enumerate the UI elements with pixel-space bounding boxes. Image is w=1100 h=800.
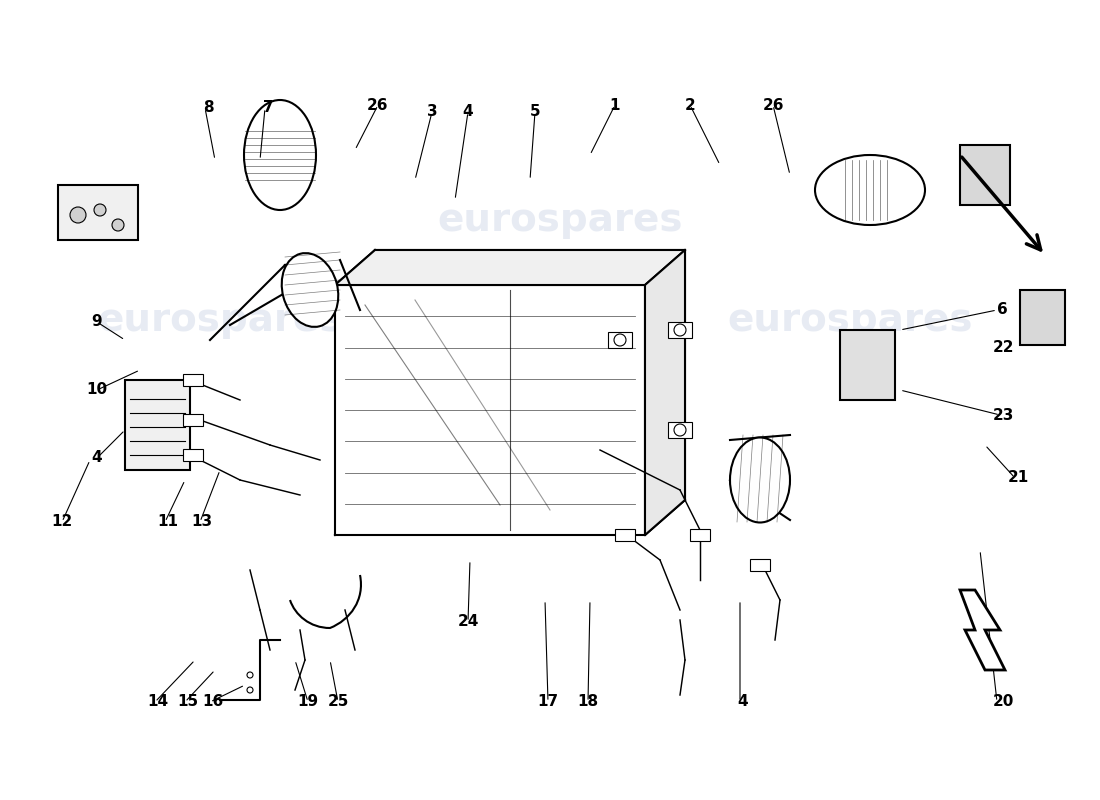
Text: 26: 26 — [367, 98, 388, 113]
Bar — [183, 374, 204, 386]
Text: 18: 18 — [578, 694, 598, 710]
Circle shape — [248, 687, 253, 693]
Bar — [1020, 290, 1065, 345]
Bar — [183, 414, 204, 426]
Text: 13: 13 — [191, 514, 212, 530]
Bar — [750, 559, 770, 571]
Text: 7: 7 — [263, 101, 273, 115]
Text: eurospares: eurospares — [438, 201, 683, 239]
Text: 10: 10 — [87, 382, 108, 398]
Bar — [960, 145, 1010, 205]
Text: 20: 20 — [992, 694, 1014, 710]
Text: 23: 23 — [992, 407, 1014, 422]
Text: 1: 1 — [609, 98, 620, 113]
Text: 16: 16 — [202, 694, 223, 710]
Bar — [690, 529, 710, 541]
Bar — [840, 330, 895, 400]
Text: 4: 4 — [463, 105, 473, 119]
Polygon shape — [336, 250, 685, 285]
Text: 15: 15 — [177, 694, 199, 710]
Bar — [58, 185, 138, 240]
Text: 21: 21 — [1008, 470, 1028, 486]
Ellipse shape — [244, 100, 316, 210]
Text: 26: 26 — [762, 98, 783, 113]
Ellipse shape — [815, 155, 925, 225]
Ellipse shape — [282, 253, 339, 327]
Text: eurospares: eurospares — [727, 301, 972, 339]
Bar — [615, 529, 635, 541]
Circle shape — [674, 324, 686, 336]
Bar — [668, 322, 692, 338]
Text: 25: 25 — [328, 694, 349, 710]
Ellipse shape — [730, 438, 790, 522]
Text: 3: 3 — [427, 105, 438, 119]
Text: 22: 22 — [992, 341, 1014, 355]
Text: 14: 14 — [147, 694, 168, 710]
Bar — [125, 380, 190, 470]
Text: 8: 8 — [202, 101, 213, 115]
Circle shape — [614, 334, 626, 346]
Bar — [668, 422, 692, 438]
Polygon shape — [336, 285, 645, 535]
Circle shape — [70, 207, 86, 223]
Circle shape — [248, 672, 253, 678]
Text: 11: 11 — [157, 514, 178, 530]
Circle shape — [94, 204, 106, 216]
Text: 6: 6 — [997, 302, 1008, 318]
Text: 4: 4 — [738, 694, 748, 710]
Polygon shape — [960, 590, 1005, 670]
Text: 12: 12 — [52, 514, 73, 530]
Text: 24: 24 — [458, 614, 478, 630]
Bar — [183, 449, 204, 461]
Text: eurospares: eurospares — [438, 461, 683, 499]
Text: 19: 19 — [297, 694, 319, 710]
Circle shape — [112, 219, 124, 231]
Text: 17: 17 — [538, 694, 559, 710]
Text: 2: 2 — [684, 98, 695, 113]
Text: 5: 5 — [530, 105, 540, 119]
Circle shape — [674, 424, 686, 436]
Bar — [608, 332, 632, 348]
Text: 4: 4 — [91, 450, 102, 466]
Polygon shape — [645, 250, 685, 535]
Text: eurospares: eurospares — [97, 301, 343, 339]
Text: 9: 9 — [91, 314, 102, 330]
